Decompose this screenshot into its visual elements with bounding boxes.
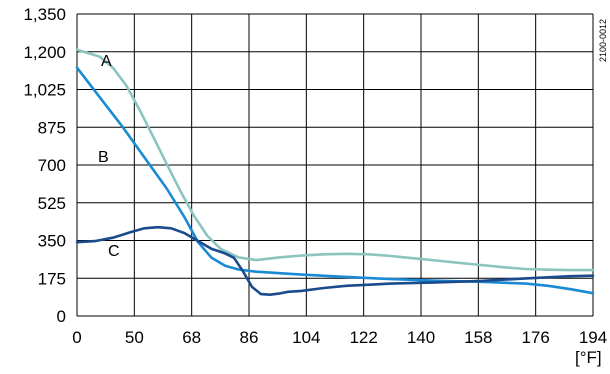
- x-tick-label: 86: [240, 328, 259, 347]
- y-tick-label: 1,200: [23, 43, 66, 62]
- series-lines: [75, 48, 595, 296]
- x-tick-label: 104: [292, 328, 320, 347]
- x-tick-label: 176: [521, 328, 549, 347]
- x-tick-label: 158: [464, 328, 492, 347]
- series-line-b: [75, 66, 595, 295]
- series-label-b: B: [98, 149, 109, 166]
- x-tick-label: 194: [579, 328, 607, 347]
- chart-grid: [76, 13, 594, 317]
- series-label-c: C: [108, 243, 120, 260]
- y-tick-label: 875: [38, 118, 66, 137]
- series-label-a: A: [101, 53, 112, 70]
- x-tick-label: 122: [349, 328, 377, 347]
- x-tick-label: 0: [72, 328, 81, 347]
- x-axis-unit-label: [°F]: [575, 348, 602, 367]
- figure-reference-code: 2100-0012: [598, 19, 608, 62]
- y-axis-tick-labels: 1,350 1,200 1,025 875 700 525 350 175 0: [23, 5, 66, 326]
- y-tick-label: 175: [38, 269, 66, 288]
- y-tick-label: 525: [38, 194, 66, 213]
- y-tick-label: 1,025: [23, 81, 66, 100]
- y-tick-label: 700: [38, 156, 66, 175]
- series-line-c: [75, 225, 595, 296]
- x-tick-label: 50: [125, 328, 144, 347]
- x-tick-label: 140: [407, 328, 435, 347]
- x-tick-label: 68: [182, 328, 201, 347]
- x-axis-tick-labels: 0 50 68 86 104 122 140 158 176 194: [72, 328, 607, 347]
- y-tick-label: 1,350: [23, 5, 66, 24]
- series-line-a: [75, 48, 595, 272]
- y-tick-label: 0: [57, 307, 66, 326]
- y-tick-label: 350: [38, 232, 66, 251]
